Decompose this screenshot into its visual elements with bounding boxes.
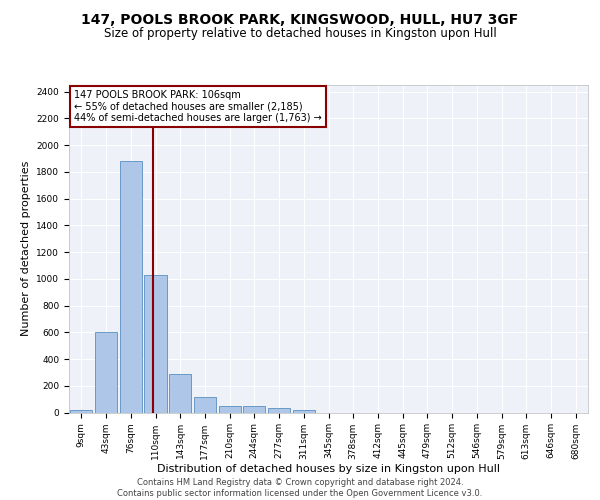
Bar [293, 410, 315, 412]
Bar [194, 397, 216, 412]
Bar [243, 406, 265, 412]
Bar [95, 332, 117, 412]
Bar [268, 408, 290, 412]
Bar [70, 410, 92, 412]
Bar [169, 374, 191, 412]
Bar [119, 161, 142, 412]
Text: 147, POOLS BROOK PARK, KINGSWOOD, HULL, HU7 3GF: 147, POOLS BROOK PARK, KINGSWOOD, HULL, … [82, 12, 518, 26]
X-axis label: Distribution of detached houses by size in Kingston upon Hull: Distribution of detached houses by size … [157, 464, 500, 474]
Text: Size of property relative to detached houses in Kingston upon Hull: Size of property relative to detached ho… [104, 28, 496, 40]
Y-axis label: Number of detached properties: Number of detached properties [21, 161, 31, 336]
Text: Contains HM Land Registry data © Crown copyright and database right 2024.
Contai: Contains HM Land Registry data © Crown c… [118, 478, 482, 498]
Bar [145, 275, 167, 412]
Text: 147 POOLS BROOK PARK: 106sqm
← 55% of detached houses are smaller (2,185)
44% of: 147 POOLS BROOK PARK: 106sqm ← 55% of de… [74, 90, 322, 123]
Bar [218, 406, 241, 412]
